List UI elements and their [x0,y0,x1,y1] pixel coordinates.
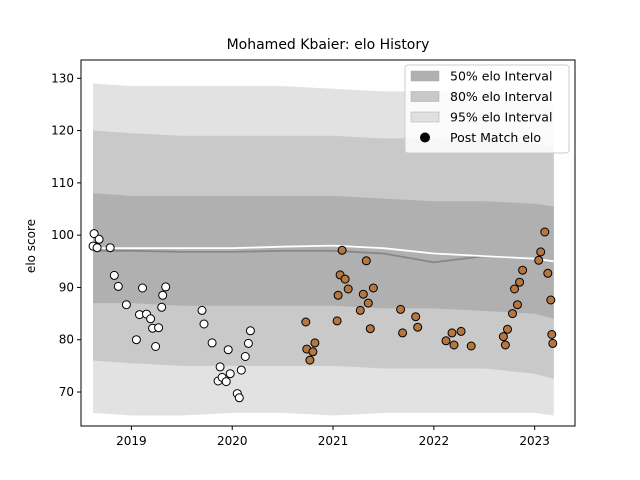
legend-swatch [410,91,440,102]
data-point [215,362,225,372]
data-point [131,335,141,345]
data-point [308,347,318,357]
data-point [138,283,147,293]
data-point [363,298,373,308]
legend-swatch [410,111,440,123]
data-point [207,338,217,348]
x-tick-label: 2021 [318,434,349,448]
data-point [508,309,517,319]
data-point [447,328,457,338]
legend-marker [420,132,430,143]
data-point [89,229,99,239]
data-point [243,338,253,348]
data-point [236,365,246,375]
data-point [223,345,233,355]
data-point [456,326,466,336]
y-tick-label: 120 [51,124,74,138]
legend-label: Post Match elo [450,130,541,145]
data-point [466,341,476,351]
data-point [310,338,320,348]
data-point [158,290,168,300]
x-tick-label: 2019 [116,434,147,448]
plot-frame [80,59,576,427]
data-point [305,355,315,365]
data-point [343,284,353,294]
data-point [333,290,343,300]
y-tick-label: 130 [51,71,74,85]
data-point [518,265,528,275]
data-point [396,304,406,314]
chart-title: Mohamed Kbaier: elo History [227,37,430,53]
legend-label: 80% elo Interval [450,89,552,104]
data-point [515,277,525,287]
data-point [413,322,423,332]
x-tick-label: 2022 [419,434,450,448]
data-point [240,352,250,361]
data-point [500,340,510,350]
data-point [543,268,553,278]
data-point [197,305,207,315]
y-tick-label: 100 [51,228,74,242]
legend-swatch [410,70,440,82]
data-point [548,338,558,348]
data-point [411,312,421,322]
legend-box [404,64,570,154]
data-point [221,377,231,387]
data-point [503,324,512,334]
elo-line [93,244,554,263]
y-tick-label: 80 [59,333,74,347]
data-point [340,274,350,284]
data-point [513,300,522,310]
data-point [113,281,123,291]
data-point [154,323,164,333]
band-50 [93,193,554,319]
y-tick-label: 70 [59,385,74,399]
data-point [534,255,544,265]
data-point [358,289,368,299]
data-point [161,282,171,292]
data-point [234,393,244,403]
data-point [540,227,550,237]
data-point [547,330,557,339]
data-point [498,332,508,342]
data-point [225,369,235,379]
legend-label: 50% elo Interval [450,69,552,84]
data-point [157,302,167,312]
data-point [92,243,102,253]
data-point [449,340,459,350]
data-point [199,319,209,329]
plot-area [88,83,558,416]
data-point [365,324,375,334]
data-point [441,336,451,346]
data-point [301,317,311,327]
legend-label: 95% elo Interval [450,110,552,125]
x-tick-label: 2020 [217,434,248,448]
y-tick-label: 90 [59,280,74,294]
data-point [510,284,519,294]
data-point [361,256,371,266]
legend: 50% elo Interval 80% elo Interval 95% elo … [404,64,570,154]
data-point [245,326,255,336]
y-axis-label: elo score [24,219,38,273]
data-point [355,305,365,315]
data-point [332,316,342,326]
data-point [146,314,156,324]
data-point [151,342,161,351]
data-point [546,295,556,305]
data-point [368,283,378,293]
x-tick-label: 2023 [519,434,550,448]
axes: 2019 2020 2021 2022 2023 70 80 90 100 110 120 130 [51,59,576,448]
data-point [337,245,347,255]
data-point [121,300,131,310]
y-tick-label: 110 [51,176,74,190]
data-point [398,328,408,338]
data-point [536,247,546,257]
data-point [94,234,104,244]
data-point [105,243,115,253]
data-point [109,270,119,280]
